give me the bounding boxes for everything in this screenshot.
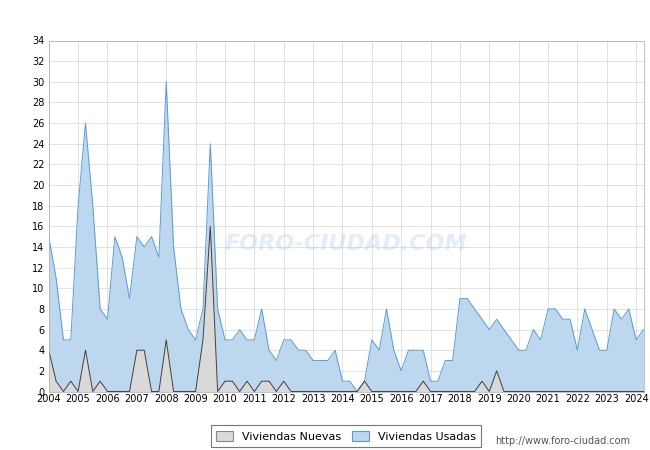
Text: http://www.foro-ciudad.com: http://www.foro-ciudad.com: [495, 436, 630, 446]
Text: Jamilena - Evolucion del Nº de Transacciones Inmobiliarias: Jamilena - Evolucion del Nº de Transacci…: [111, 11, 539, 26]
Legend: Viviendas Nuevas, Viviendas Usadas: Viviendas Nuevas, Viviendas Usadas: [211, 426, 482, 447]
Text: FORO-CIUDAD.COM: FORO-CIUDAD.COM: [225, 234, 467, 254]
